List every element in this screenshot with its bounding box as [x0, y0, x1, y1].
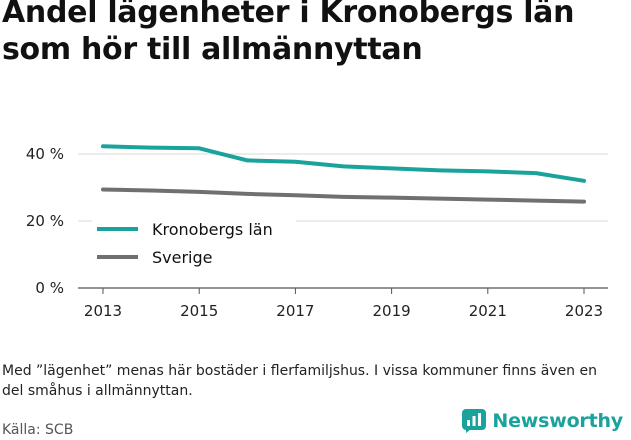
legend-label: Kronobergs län — [152, 220, 273, 239]
legend-label: Sverige — [152, 248, 213, 267]
legend-background — [92, 241, 296, 267]
legend-background — [92, 213, 296, 239]
legend: Kronobergs län Sverige — [92, 213, 296, 267]
series-line-0 — [101, 144, 586, 183]
brand-logo: Newsworthy — [462, 408, 623, 434]
x-tick-label: 2023 — [565, 302, 603, 320]
newsworthy-logo-icon — [462, 409, 487, 433]
x-tick-label: 2017 — [276, 302, 314, 320]
series-lines — [101, 144, 586, 204]
x-axis-ticks: 2013 2015 2017 2019 2021 2023 — [84, 288, 603, 320]
y-tick-label: 0 % — [35, 279, 64, 297]
line-chart: 0 % 20 % 40 % 2013 2015 2017 2019 2021 2023 Kro… — [26, 144, 608, 320]
x-tick-label: 2021 — [469, 302, 507, 320]
x-tick-label: 2019 — [373, 302, 411, 320]
x-tick-label: 2015 — [180, 302, 218, 320]
chart-note: Med ”lägenhet” menas här bostäder i fler… — [2, 363, 597, 399]
x-tick-label: 2013 — [84, 302, 122, 320]
chart-title: Andel lägenheter i Kronobergs län som hö… — [2, 0, 575, 67]
y-tick-label: 40 % — [26, 145, 64, 163]
brand-name: Newsworthy — [492, 410, 623, 432]
source-label: Källa: SCB — [2, 422, 74, 438]
y-axis-ticks: 0 % 20 % 40 % — [26, 145, 64, 297]
y-tick-label: 20 % — [26, 212, 64, 230]
series-line-1 — [101, 187, 586, 204]
